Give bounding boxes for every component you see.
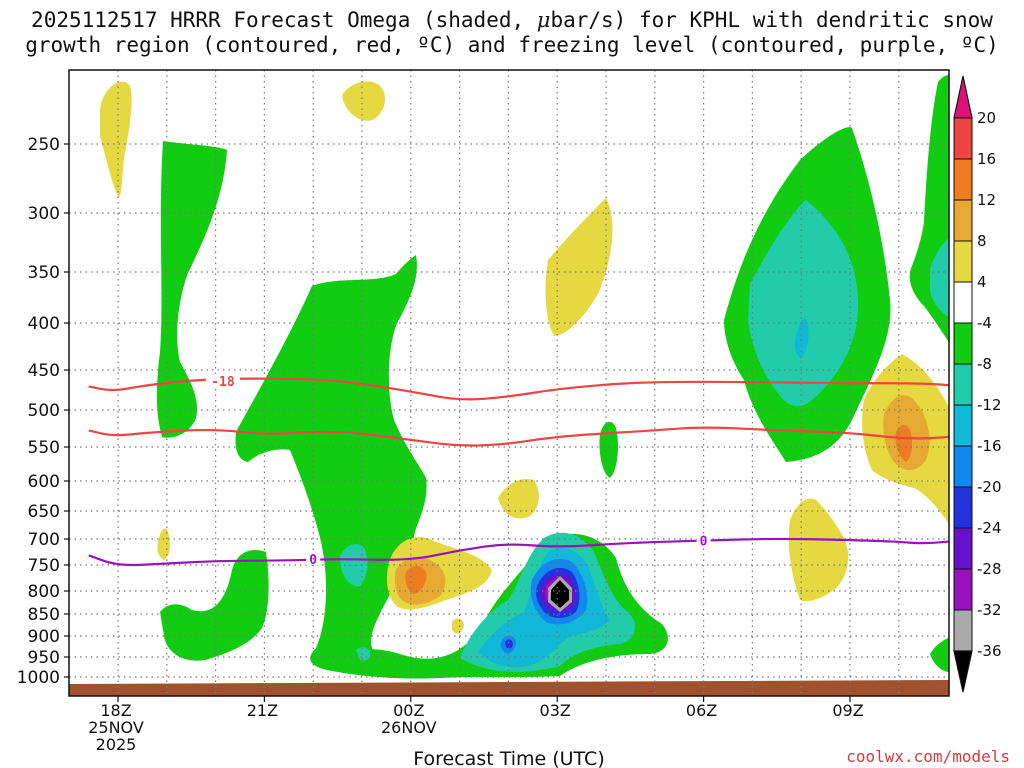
colorbar-label: -24 <box>977 519 1002 537</box>
y-tick-label: 750 <box>28 556 60 576</box>
colorbar-label: 12 <box>977 191 996 209</box>
contour-dendritic-lower <box>88 426 949 447</box>
colorbar-label: -32 <box>977 601 1002 619</box>
colorbar-swatch <box>953 445 973 488</box>
title-suffix: bar/s) for KPHL with dendritic snow <box>550 8 993 32</box>
colorbar-swatch <box>953 404 973 447</box>
colorbar-label: -4 <box>977 314 992 332</box>
contour-label: -18 <box>211 375 235 390</box>
colorbar-label: -8 <box>977 355 992 373</box>
colorbar-label: -28 <box>977 560 1002 578</box>
y-tick-label: 850 <box>28 605 60 625</box>
x-tick-label: 18Z <box>100 701 131 720</box>
omega-region <box>895 424 913 462</box>
contour-label: 0 <box>309 553 317 568</box>
y-tick-label: 300 <box>28 204 60 224</box>
omega-region <box>452 618 464 634</box>
colorbar-label: -12 <box>977 396 1002 414</box>
omega-region <box>342 81 386 121</box>
omega-region <box>788 498 849 602</box>
colorbar-swatch <box>953 609 973 652</box>
x-tick-label: 09Z <box>832 701 863 720</box>
contour-freezing-level <box>88 537 949 567</box>
title-prefix: 2025112517 HRRR Forecast Omega (shaded, <box>31 8 537 32</box>
omega-region <box>505 639 513 649</box>
y-tick-label: 600 <box>28 472 60 492</box>
y-tick-label: 450 <box>28 361 60 381</box>
ground-surface <box>69 680 949 696</box>
credit-text: coolwx.com/models <box>846 747 1010 766</box>
omega-region <box>794 318 809 358</box>
omega-region <box>545 198 613 336</box>
omega-shading <box>69 75 949 696</box>
contour-label-bg <box>205 373 240 387</box>
y-tick-label: 550 <box>28 438 60 458</box>
chart-title-line1: 2025112517 HRRR Forecast Omega (shaded, … <box>0 8 1024 32</box>
omega-region <box>235 255 427 673</box>
omega-region <box>930 237 949 318</box>
x-axis-label: Forecast Time (UTC) <box>413 748 604 768</box>
colorbar-label: 16 <box>977 150 996 168</box>
gridlines <box>69 70 949 696</box>
colorbar-label: -20 <box>977 478 1002 496</box>
colorbar-label: 20 <box>977 109 996 127</box>
colorbar-label: 4 <box>977 273 987 291</box>
y-tick-label: 950 <box>28 648 60 668</box>
contour-label: 0 <box>700 535 708 550</box>
y-tick-label: 350 <box>28 263 60 283</box>
x-tick-label: 06Z <box>686 701 717 720</box>
x-tick-label: 03Z <box>540 701 571 720</box>
colorbar-label: 8 <box>977 232 987 250</box>
omega-region <box>100 81 132 198</box>
y-tick-label: 650 <box>28 502 60 522</box>
colorbar-label: -16 <box>977 437 1002 455</box>
chart-title-line2: growth region (contoured, red, ºC) and f… <box>25 33 999 57</box>
y-tick-label: 1000 <box>17 668 60 688</box>
colorbar-swatch <box>953 199 973 242</box>
x-tick-label: 25NOV <box>88 718 144 737</box>
omega-region <box>599 421 618 478</box>
colorbar-over-triangle <box>953 75 973 119</box>
omega-region <box>160 549 269 661</box>
plot-frame <box>68 69 950 697</box>
omega-region <box>157 528 171 560</box>
title-mu: μ <box>536 8 551 32</box>
contour-label-bg <box>696 533 711 547</box>
colorbar-swatch <box>953 363 973 406</box>
omega-region <box>748 200 859 407</box>
x-tick-label: 00Z <box>393 701 424 720</box>
contour-lines: -18 0 0 <box>88 373 949 568</box>
omega-region <box>551 580 569 608</box>
contour-dendritic-upper <box>88 377 949 401</box>
y-tick-label: 500 <box>28 401 60 421</box>
x-tick-label: 2025 <box>96 735 137 754</box>
omega-region <box>156 141 227 438</box>
x-tick-label: 21Z <box>247 701 278 720</box>
y-tick-label: 400 <box>28 314 60 334</box>
colorbar-under-triangle <box>953 650 973 693</box>
colorbar: 20 16 12 8 4 -4 -8 -12 -16 -20 -24 -28 -32 -36 <box>953 75 1002 693</box>
omega-region <box>340 543 368 587</box>
colorbar-swatch <box>953 486 973 529</box>
colorbar-swatch <box>953 281 973 324</box>
colorbar-swatch <box>953 322 973 365</box>
colorbar-swatch <box>953 568 973 611</box>
y-tick-label: 800 <box>28 582 60 602</box>
omega-region <box>930 637 949 673</box>
y-tick-label: 700 <box>28 530 60 550</box>
y-tick-label: 900 <box>28 627 60 647</box>
colorbar-swatch <box>953 117 973 160</box>
colorbar-label: -36 <box>977 642 1002 660</box>
contour-label-bg <box>306 551 321 565</box>
colorbar-swatch <box>953 158 973 201</box>
y-tick-label: 250 <box>28 135 60 155</box>
x-tick-label: 26NOV <box>381 718 437 737</box>
y-axis-ticks: 2503003504004505005506006507007508008509… <box>17 135 69 688</box>
colorbar-swatch <box>953 240 973 283</box>
colorbar-swatch <box>953 527 973 570</box>
